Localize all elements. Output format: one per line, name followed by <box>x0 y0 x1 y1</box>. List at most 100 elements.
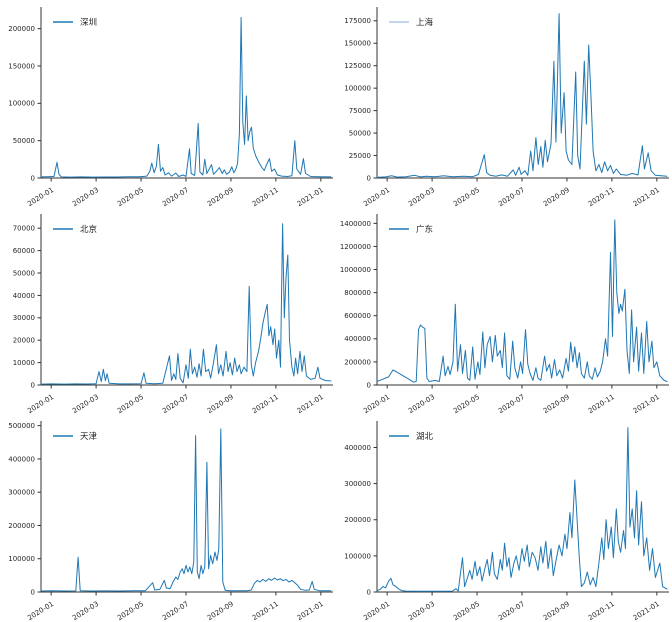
x-tick-label: 2020-09 <box>206 600 235 622</box>
y-tick-label: 30000 <box>13 314 35 322</box>
y-tick-label: 1200000 <box>340 243 371 251</box>
y-tick-label: 300000 <box>8 489 35 497</box>
chart-shenzhen-canvas: 0 50000 100000 150000 200000 2020-01 2020-03 20… <box>8 7 333 207</box>
x-tick-label: 2020-01 <box>362 393 391 414</box>
x-tick-label: 2021-01 <box>296 600 325 622</box>
y-tick-label: 0 <box>31 588 35 596</box>
y-tick-label: 800000 <box>344 289 371 297</box>
x-tick-label: 2020-07 <box>161 186 190 207</box>
y-tick-label: 100000 <box>344 552 371 560</box>
x-tick-label: 2020-11 <box>587 393 616 414</box>
series-line-hubei <box>376 427 668 592</box>
chart-shanghai: 0 25000 50000 75000 100000 125000 150000 175000… <box>336 0 672 207</box>
x-tick-label: 2020-07 <box>497 393 526 414</box>
chart-guangdong: 0 200000 400000 600000 800000 1000000 1200000 1… <box>336 207 672 414</box>
y-tick-label: 0 <box>367 174 371 182</box>
y-tick-label: 200000 <box>344 516 371 524</box>
y-tick-label: 0 <box>367 588 371 596</box>
y-tick-label: 500000 <box>8 422 35 430</box>
y-tick-label: 175000 <box>344 17 371 25</box>
y-tick-label: 600000 <box>344 312 371 320</box>
chart-hubei: 0 100000 200000 300000 400000 2020-01 2020-03 2… <box>336 414 672 622</box>
x-tick-label: 2020-03 <box>407 186 436 207</box>
legend-label-hubei: 湖北 <box>416 432 434 442</box>
y-tick-label: 200000 <box>8 25 35 33</box>
chart-beijing-canvas: 0 10000 20000 30000 40000 50000 60000 70000 2020… <box>13 214 333 414</box>
x-tick-label: 2020-11 <box>251 393 280 414</box>
x-tick-label: 2020-11 <box>251 186 280 207</box>
series-line-guangdong <box>376 219 668 383</box>
x-tick-label: 2021-01 <box>632 393 661 414</box>
y-tick-label: 100000 <box>8 555 35 563</box>
y-tick-label: 125000 <box>344 62 371 70</box>
x-tick-label: 2020-05 <box>116 186 145 207</box>
y-tick-label: 0 <box>31 174 35 182</box>
chart-tianjin-canvas: 0 100000 200000 300000 400000 500000 2020-01 20… <box>8 421 333 622</box>
x-tick-label: 2020-01 <box>26 393 55 414</box>
x-tick-label: 2020-07 <box>497 600 526 622</box>
x-tick-label: 2020-03 <box>71 600 100 622</box>
x-tick-label: 2020-07 <box>161 600 190 622</box>
y-tick-label: 150000 <box>344 40 371 48</box>
x-tick-label: 2020-09 <box>542 600 571 622</box>
x-tick-label: 2020-11 <box>587 600 616 622</box>
y-tick-label: 50000 <box>13 269 35 277</box>
y-tick-label: 100000 <box>8 100 35 108</box>
x-tick-label: 2020-01 <box>26 186 55 207</box>
y-tick-label: 1000000 <box>340 266 371 274</box>
y-tick-label: 400000 <box>344 335 371 343</box>
y-tick-label: 200000 <box>8 522 35 530</box>
y-tick-label: 0 <box>367 381 371 389</box>
x-tick-label: 2020-09 <box>206 393 235 414</box>
x-tick-label: 2020-01 <box>26 600 55 622</box>
y-tick-label: 60000 <box>13 247 35 255</box>
chart-hubei-canvas: 0 100000 200000 300000 400000 2020-01 2020-03 2… <box>344 421 669 622</box>
y-tick-label: 200000 <box>344 358 371 366</box>
x-tick-label: 2020-05 <box>116 600 145 622</box>
series-line-tianjin <box>40 428 332 592</box>
y-tick-label: 1400000 <box>340 220 371 228</box>
y-tick-label: 100000 <box>344 85 371 93</box>
x-tick-label: 2020-05 <box>452 393 481 414</box>
series-line-shanghai <box>376 13 668 178</box>
x-tick-label: 2020-09 <box>206 186 235 207</box>
x-tick-label: 2020-11 <box>587 186 616 207</box>
legend-label-shenzhen: 深圳 <box>80 17 97 28</box>
y-tick-label: 50000 <box>349 129 371 137</box>
y-tick-label: 70000 <box>13 225 35 233</box>
x-tick-label: 2021-01 <box>296 186 325 207</box>
chart-tianjin: 0 100000 200000 300000 400000 500000 2020-01 20… <box>0 414 336 622</box>
y-tick-label: 20000 <box>13 337 35 345</box>
y-tick-label: 50000 <box>13 137 35 145</box>
x-tick-label: 2020-09 <box>542 186 571 207</box>
x-tick-label: 2020-01 <box>362 186 391 207</box>
x-tick-label: 2020-07 <box>161 393 190 414</box>
chart-shanghai-canvas: 0 25000 50000 75000 100000 125000 150000 175000… <box>344 7 669 207</box>
series-line-shenzhen <box>40 17 332 178</box>
x-tick-label: 2021-01 <box>632 186 661 207</box>
y-tick-label: 75000 <box>349 107 371 115</box>
y-tick-label: 25000 <box>349 152 371 160</box>
chart-guangdong-canvas: 0 200000 400000 600000 800000 1000000 1200000 1… <box>340 214 669 414</box>
x-tick-label: 2020-03 <box>407 600 436 622</box>
legend-label-guangdong: 广东 <box>416 224 433 235</box>
x-tick-label: 2020-05 <box>452 186 481 207</box>
x-tick-label: 2020-01 <box>362 600 391 622</box>
chart-beijing: 0 10000 20000 30000 40000 50000 60000 70000 2020… <box>0 207 336 414</box>
y-tick-label: 400000 <box>344 444 371 452</box>
legend-label-tianjin: 天津 <box>80 431 98 442</box>
y-tick-label: 40000 <box>13 292 35 300</box>
y-tick-label: 0 <box>31 381 35 389</box>
x-tick-label: 2020-03 <box>71 186 100 207</box>
x-tick-label: 2020-03 <box>71 393 100 414</box>
x-tick-label: 2020-05 <box>116 393 145 414</box>
y-tick-label: 400000 <box>8 455 35 463</box>
series-line-beijing <box>40 223 332 385</box>
x-tick-label: 2020-09 <box>542 393 571 414</box>
y-tick-label: 300000 <box>344 480 371 488</box>
chart-shenzhen: 0 50000 100000 150000 200000 2020-01 2020-03 20… <box>0 0 336 207</box>
x-tick-label: 2021-01 <box>296 393 325 414</box>
legend-label-shanghai: 上海 <box>416 17 434 28</box>
x-tick-label: 2021-01 <box>632 600 661 622</box>
